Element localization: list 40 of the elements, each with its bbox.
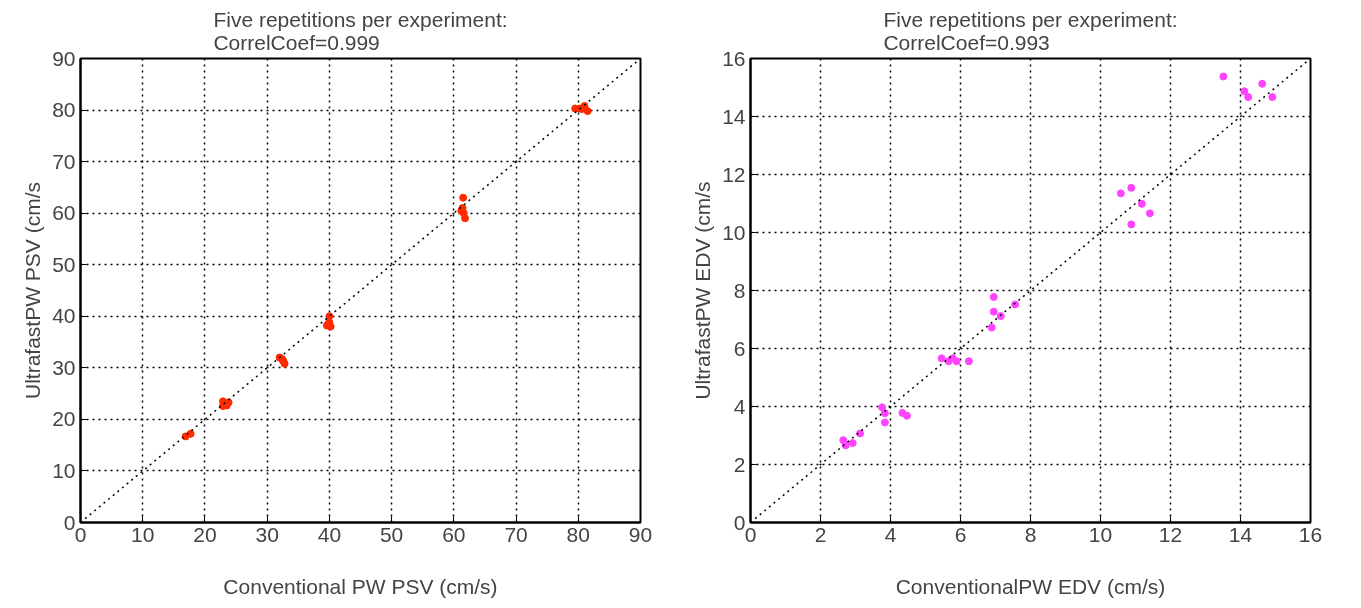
x-tick-label: 14 <box>1228 522 1253 546</box>
y-tick-label: 20 <box>52 407 76 431</box>
y-axis-title: UltrafastPW EDV (cm/s <box>691 181 715 400</box>
y-tick-label: 50 <box>52 252 76 276</box>
x-tick-label: 6 <box>954 522 967 546</box>
x-tick-label: 8 <box>1024 522 1037 546</box>
x-tick-label: 80 <box>566 522 590 546</box>
y-tick-label: 30 <box>52 355 76 379</box>
x-tick-label: 70 <box>504 522 528 546</box>
y-tick-label: 4 <box>733 394 746 418</box>
y-tick-label: 90 <box>52 46 76 70</box>
y-axis-title: UltrafastPW PSV (cm/s <box>21 181 45 400</box>
x-tick-label: 30 <box>255 522 279 546</box>
x-axis-title: ConventionalPW EDV (cm/s) <box>895 574 1166 598</box>
chart-title: Five repetitions per experiment: CorrelCoef=0.999 <box>213 7 508 54</box>
y-tick-label: 2 <box>733 452 746 476</box>
x-tick-label: 10 <box>1088 522 1113 546</box>
x-tick-label: 10 <box>131 522 155 546</box>
x-tick-label: 2 <box>814 522 827 546</box>
x-tick-label: 60 <box>442 522 466 546</box>
y-tick-label: 10 <box>722 220 746 244</box>
y-tick-label: 6 <box>733 336 746 360</box>
y-tick-label: 16 <box>722 46 746 70</box>
x-tick-label: 50 <box>379 522 404 546</box>
y-tick-label: 12 <box>722 162 746 186</box>
x-axis-title: Conventional PW PSV (cm/s) <box>223 574 498 598</box>
x-tick-label: 4 <box>884 522 897 546</box>
y-tick-label: 40 <box>52 304 76 328</box>
y-tick-label: 10 <box>52 458 76 482</box>
chart-title: Five repetitions per experiment: CorrelCoef=0.993 <box>883 7 1178 54</box>
y-tick-label: 70 <box>52 149 76 173</box>
y-tick-label: 80 <box>52 98 76 122</box>
x-tick-label: 16 <box>1298 522 1323 546</box>
x-tick-label: 40 <box>317 522 342 546</box>
y-tick-label: 8 <box>733 278 746 302</box>
y-tick-label: 14 <box>722 104 746 128</box>
x-tick-label: 12 <box>1158 522 1183 546</box>
x-tick-label: 90 <box>628 522 653 546</box>
x-tick-label: 20 <box>193 522 217 546</box>
y-tick-label: 60 <box>52 201 76 225</box>
